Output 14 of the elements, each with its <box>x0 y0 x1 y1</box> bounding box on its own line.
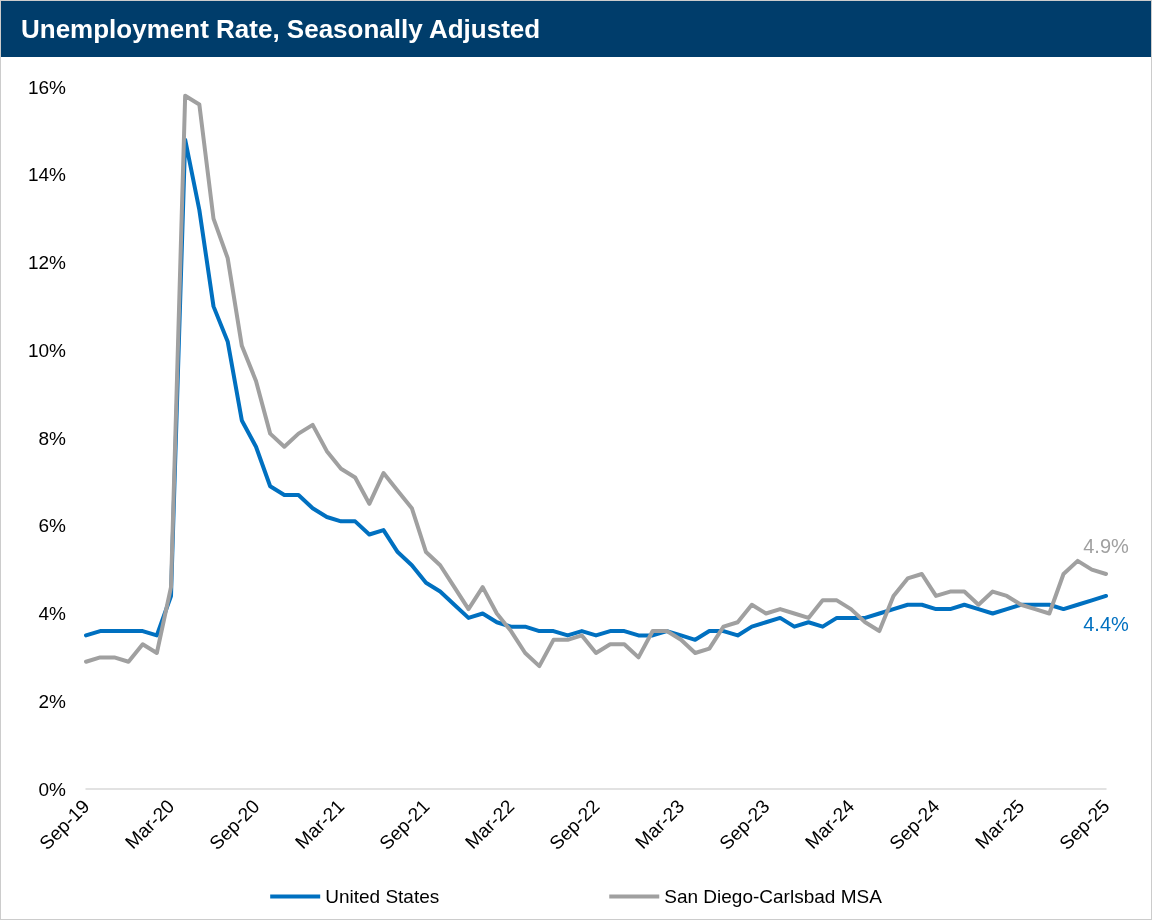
y-tick-label: 16% <box>27 76 67 98</box>
data-label: 4.9% <box>1083 535 1130 558</box>
y-tick-label: 12% <box>27 252 67 273</box>
y-tick-label: 8% <box>38 427 67 449</box>
data-label: 4.4% <box>1083 612 1130 635</box>
chart-title: Unemployment Rate, Seasonally Adjusted <box>1 1 1151 57</box>
legend-label: United States <box>325 886 440 907</box>
y-tick-label: 2% <box>38 690 67 712</box>
y-tick-label: 14% <box>27 164 67 186</box>
y-tick-label: 10% <box>27 339 67 361</box>
legend-label: San Diego-Carlsbad MSA <box>664 886 883 907</box>
y-tick-label: 0% <box>38 778 67 800</box>
y-tick-label: 6% <box>38 515 67 537</box>
y-tick-label: 4% <box>38 603 67 624</box>
